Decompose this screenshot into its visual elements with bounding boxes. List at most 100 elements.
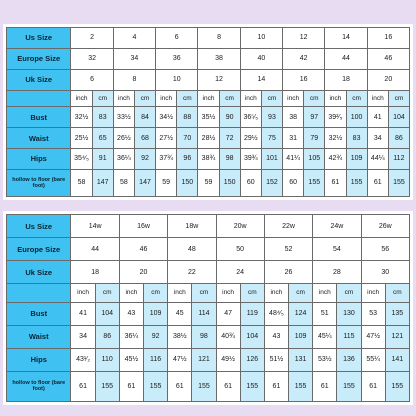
bust-cm-value: 130 bbox=[336, 301, 362, 326]
waist-inch-value: 34 bbox=[366, 127, 389, 149]
hips-inch-value: 45½ bbox=[118, 347, 145, 372]
uk-size-cell: 20 bbox=[118, 260, 169, 285]
table-row: Us Size 14w 16w 18w 20w 22w 24w 26w bbox=[5, 213, 411, 239]
hollow-to-floor-bare-foot-inch-value: 61 bbox=[167, 370, 193, 403]
unit-row-header bbox=[5, 89, 72, 108]
hollow-to-floor-bare-foot-inch-value: 61 bbox=[118, 370, 145, 403]
europe-size-cell: 52 bbox=[263, 237, 314, 262]
bust-inch-value: 47 bbox=[215, 301, 241, 326]
us-size-cell: 20w bbox=[215, 213, 265, 239]
us-size-cell: 18w bbox=[167, 213, 217, 239]
waist-inch-value: 25½ bbox=[70, 127, 93, 149]
hips-inch-value: 35⁴⁄₅ bbox=[70, 147, 93, 170]
hips-cm-value: 116 bbox=[142, 347, 169, 372]
europe-size-cell: 54 bbox=[312, 237, 362, 262]
waist-cm-value: 98 bbox=[191, 324, 217, 349]
waist-cm-value: 79 bbox=[303, 127, 326, 149]
waist-cm-value: 72 bbox=[218, 127, 241, 149]
unit-inch-label: inch bbox=[70, 89, 93, 108]
bust-inch-value: 43 bbox=[118, 301, 145, 326]
size-chart-table-bottom: Us Size 14w 16w 18w 20w 22w 24w 26w Europe Size 4… bbox=[5, 213, 411, 403]
bust-inch-value: 34½ bbox=[155, 106, 178, 129]
us-size-cell: 16w bbox=[118, 213, 169, 239]
hollow-to-floor-bare-foot-cm-value: 155 bbox=[384, 370, 411, 403]
hollow-to-floor-bare-foot-cm-value: 155 bbox=[303, 168, 326, 198]
bust-cm-value: 114 bbox=[191, 301, 217, 326]
hips-inch-value: 41¼ bbox=[282, 147, 305, 170]
hollow-to-floor-bare-foot-inch-value: 61 bbox=[263, 370, 290, 403]
table-row: Waist 34 86 36¼ 92 38½ 98 40¾ 104 43 109 45¼ 115 47½ 1… bbox=[5, 324, 411, 349]
table-row: Bust 41 104 43 109 45 114 47 119 48⁴⁄₅ 124 51 130 53 1… bbox=[5, 301, 411, 326]
uk-size-cell: 10 bbox=[155, 68, 199, 91]
hips-cm-value: 112 bbox=[387, 147, 411, 170]
europe-size-cell: 38 bbox=[197, 47, 241, 70]
us-size-header: Us Size bbox=[5, 213, 72, 239]
hollow-to-floor-bare-foot-cm-value: 155 bbox=[142, 370, 169, 403]
bust-header: Bust bbox=[5, 106, 72, 129]
table-row: Europe Size 32 34 36 38 40 42 44 46 bbox=[5, 47, 411, 70]
uk-size-cell: 28 bbox=[312, 260, 362, 285]
hollow-to-floor-bare-foot-inch-value: 58 bbox=[112, 168, 135, 198]
waist-cm-value: 121 bbox=[384, 324, 411, 349]
bust-cm-value: 90 bbox=[218, 106, 241, 129]
table-row: Us Size 2 4 6 8 10 12 14 16 bbox=[5, 27, 411, 49]
hollow-to-floor-bare-foot-cm-value: 155 bbox=[387, 168, 411, 198]
hips-cm-value: 92 bbox=[133, 147, 157, 170]
europe-size-cell: 48 bbox=[167, 237, 217, 262]
uk-size-cell: 12 bbox=[197, 68, 241, 91]
hollow-to-floor-bare-foot-inch-value: 58 bbox=[70, 168, 93, 198]
unit-inch-label: inch bbox=[366, 89, 389, 108]
hips-cm-value: 96 bbox=[176, 147, 199, 170]
us-size-cell: 14 bbox=[324, 27, 368, 49]
hips-cm-value: 91 bbox=[91, 147, 114, 170]
bust-inch-value: 41 bbox=[70, 301, 96, 326]
waist-cm-value: 86 bbox=[94, 324, 120, 349]
unit-cm-label: cm bbox=[384, 283, 411, 303]
uk-size-header: Uk Size bbox=[5, 68, 72, 91]
uk-size-cell: 24 bbox=[215, 260, 265, 285]
unit-cm-label: cm bbox=[91, 89, 114, 108]
uk-size-cell: 22 bbox=[167, 260, 217, 285]
hips-inch-value: 47½ bbox=[167, 347, 193, 372]
europe-size-cell: 44 bbox=[70, 237, 120, 262]
unit-cm-label: cm bbox=[94, 283, 120, 303]
bust-header: Bust bbox=[5, 301, 72, 326]
hollow-to-floor-bare-foot-inch-value: 61 bbox=[360, 370, 386, 403]
unit-inch-label: inch bbox=[282, 89, 305, 108]
table-row: Waist 25½ 65 26½ 68 27½ 70 28½ 72 29½ 75 31 79 32½ 83 3… bbox=[5, 127, 411, 149]
table-row: Bust 32½ 83 33½ 84 34½ 88 35½ 90 36⁵⁄₅ 93 38 97 39²⁄₅… bbox=[5, 106, 411, 129]
uk-size-cell: 6 bbox=[70, 68, 114, 91]
unit-inch-label: inch bbox=[118, 283, 145, 303]
unit-row: inch cm inch cm inch cm inch cm inch cm inch cm inch… bbox=[5, 283, 411, 303]
hollow-to-floor-bare-foot-cm-value: 155 bbox=[345, 168, 368, 198]
europe-size-cell: 32 bbox=[70, 47, 114, 70]
table-row: Europe Size 44 46 48 50 52 54 56 bbox=[5, 237, 411, 262]
size-chart-card-top: Us Size 2 4 6 8 10 12 14 16 Europe Size 32 34 36 38 40… bbox=[3, 24, 413, 200]
unit-cm-label: cm bbox=[176, 89, 199, 108]
waist-cm-value: 86 bbox=[387, 127, 411, 149]
hollow-to-floor-bare-foot-cm-value: 155 bbox=[336, 370, 362, 403]
bust-cm-value: 109 bbox=[142, 301, 169, 326]
unit-cm-label: cm bbox=[288, 283, 314, 303]
bust-inch-value: 32½ bbox=[70, 106, 93, 129]
hollow-to-floor-bare-foot-inch-value: 61 bbox=[70, 370, 96, 403]
uk-size-header: Uk Size bbox=[5, 260, 72, 285]
bust-inch-value: 48⁴⁄₅ bbox=[263, 301, 290, 326]
waist-inch-value: 38½ bbox=[167, 324, 193, 349]
hips-cm-value: 141 bbox=[384, 347, 411, 372]
unit-inch-label: inch bbox=[324, 89, 347, 108]
waist-inch-value: 29½ bbox=[239, 127, 262, 149]
bust-cm-value: 124 bbox=[288, 301, 314, 326]
unit-inch-label: inch bbox=[360, 283, 386, 303]
hips-inch-value: 37¾ bbox=[155, 147, 178, 170]
unit-inch-label: inch bbox=[155, 89, 178, 108]
europe-size-cell: 56 bbox=[360, 237, 411, 262]
hips-inch-value: 42¾ bbox=[324, 147, 347, 170]
hips-header: Hips bbox=[5, 347, 72, 372]
unit-inch-label: inch bbox=[197, 89, 220, 108]
table-row: Hips 35⁴⁄₅ 91 36¼ 92 37¾ 96 38¾ 98 39¾ 101 41¼ 105 42… bbox=[5, 147, 411, 170]
bust-inch-value: 35½ bbox=[197, 106, 220, 129]
waist-inch-value: 47½ bbox=[360, 324, 386, 349]
waist-cm-value: 70 bbox=[176, 127, 199, 149]
hips-inch-value: 55¼ bbox=[360, 347, 386, 372]
